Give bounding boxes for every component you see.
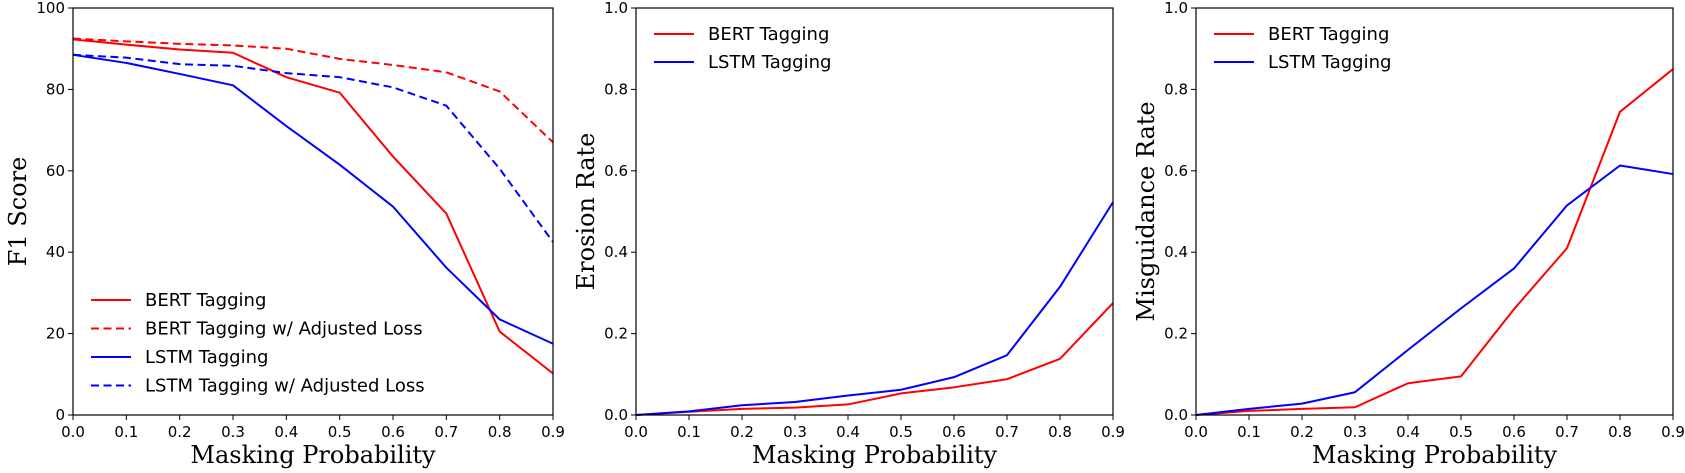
y-tick-label: 80 — [46, 80, 65, 98]
x-tick-label: 0.2 — [168, 423, 192, 441]
y-tick-label: 40 — [46, 243, 65, 261]
misguidance-rate-panel: 0.0 0.1 0.2 0.3 0.4 0.5 0.6 0.7 0.8 0.9 0.0 0.2 0.4 0… — [1132, 0, 1685, 469]
x-tick-label: 0.4 — [1396, 423, 1420, 441]
legend-label: BERT Tagging — [145, 290, 266, 311]
f1-score-panel: 0.0 0.1 0.2 0.3 0.4 0.5 0.6 0.7 0.8 0.9 0 20 40 60 80 1… — [4, 0, 565, 469]
y-tick-label: 1.0 — [1164, 0, 1188, 17]
y-axis-label: Misguidance Rate — [1132, 101, 1160, 321]
legend: BERT Tagging BERT Tagging w/ Adjusted Los… — [91, 290, 425, 397]
x-tick-label: 0.6 — [942, 423, 966, 441]
legend-label: LSTM Tagging — [708, 52, 831, 73]
axes-frame — [1195, 7, 1674, 416]
y-tick-label: 0.4 — [1164, 243, 1188, 261]
x-axis-label: Masking Probability — [752, 441, 998, 469]
x-tick-label: 0.0 — [61, 423, 85, 441]
series-line-bert-tagging-w-adjusted-loss — [72, 37, 554, 144]
x-tick-label: 0.0 — [1184, 423, 1208, 441]
y-tick-label: 0.6 — [604, 162, 628, 180]
series-line-bert-tagging — [635, 302, 1114, 416]
legend-label: LSTM Tagging — [145, 347, 268, 368]
legend: BERT Tagging LSTM Tagging — [1214, 24, 1391, 73]
x-tick-label: 0.2 — [1290, 423, 1314, 441]
x-axis-label: Masking Probability — [1312, 441, 1558, 469]
series-line-bert-tagging — [72, 38, 554, 375]
y-tick-label: 0.2 — [604, 325, 628, 343]
x-tick-label: 0.4 — [274, 423, 298, 441]
x-tick-label: 0.1 — [1237, 423, 1261, 441]
x-tick-label: 0.7 — [434, 423, 458, 441]
y-axis-label: Erosion Rate — [572, 133, 600, 291]
y-tick-label: 60 — [46, 162, 65, 180]
legend-label: LSTM Tagging — [1268, 52, 1391, 73]
x-tick-label: 0.9 — [1101, 423, 1125, 441]
x-tick-label: 0.9 — [1661, 423, 1685, 441]
y-tick-label: 0.0 — [604, 406, 628, 424]
axes-frame — [72, 7, 554, 416]
x-tick-label: 0.1 — [677, 423, 701, 441]
legend: BERT Tagging LSTM Tagging — [654, 24, 831, 73]
x-tick-label: 0.1 — [114, 423, 138, 441]
y-tick-label: 0.8 — [1164, 80, 1188, 98]
y-tick-label: 0.4 — [604, 243, 628, 261]
x-tick-label: 0.0 — [624, 423, 648, 441]
erosion-rate-panel: 0.0 0.1 0.2 0.3 0.4 0.5 0.6 0.7 0.8 0.9 0.0 0.2 0.4 0… — [572, 0, 1125, 469]
y-tick-label: 0.2 — [1164, 325, 1188, 343]
x-tick-label: 0.9 — [541, 423, 565, 441]
series-line-lstm-tagging-w-adjusted-loss — [72, 53, 554, 243]
y-tick-label: 100 — [36, 0, 65, 17]
y-tick-label: 0.6 — [1164, 162, 1188, 180]
series-line-lstm-tagging — [635, 201, 1114, 416]
axes-frame — [635, 7, 1114, 416]
x-tick-label: 0.7 — [995, 423, 1019, 441]
x-tick-label: 0.3 — [1343, 423, 1367, 441]
series-line-lstm-tagging — [72, 53, 554, 345]
x-tick-label: 0.5 — [1449, 423, 1473, 441]
series-line-lstm-tagging — [1195, 164, 1674, 416]
x-tick-label: 0.3 — [221, 423, 245, 441]
x-tick-label: 0.6 — [1502, 423, 1526, 441]
x-tick-label: 0.3 — [783, 423, 807, 441]
legend-label: BERT Tagging — [1268, 24, 1389, 45]
legend-label: BERT Tagging w/ Adjusted Loss — [145, 319, 423, 340]
y-tick-label: 0.0 — [1164, 406, 1188, 424]
x-tick-label: 0.8 — [1048, 423, 1072, 441]
y-tick-label: 0 — [55, 406, 65, 424]
x-axis-label: Masking Probability — [190, 441, 436, 469]
legend-label: BERT Tagging — [708, 24, 829, 45]
x-tick-label: 0.5 — [889, 423, 913, 441]
series-line-bert-tagging — [1195, 68, 1674, 416]
x-tick-label: 0.4 — [836, 423, 860, 441]
y-tick-label: 20 — [46, 325, 65, 343]
x-tick-label: 0.8 — [1608, 423, 1632, 441]
y-axis-label: F1 Score — [4, 157, 32, 267]
x-tick-label: 0.2 — [730, 423, 754, 441]
y-tick-label: 1.0 — [604, 0, 628, 17]
x-tick-label: 0.6 — [381, 423, 405, 441]
x-tick-label: 0.7 — [1555, 423, 1579, 441]
legend-label: LSTM Tagging w/ Adjusted Loss — [145, 376, 425, 397]
x-tick-label: 0.5 — [328, 423, 352, 441]
x-tick-label: 0.8 — [488, 423, 512, 441]
y-tick-label: 0.8 — [604, 80, 628, 98]
